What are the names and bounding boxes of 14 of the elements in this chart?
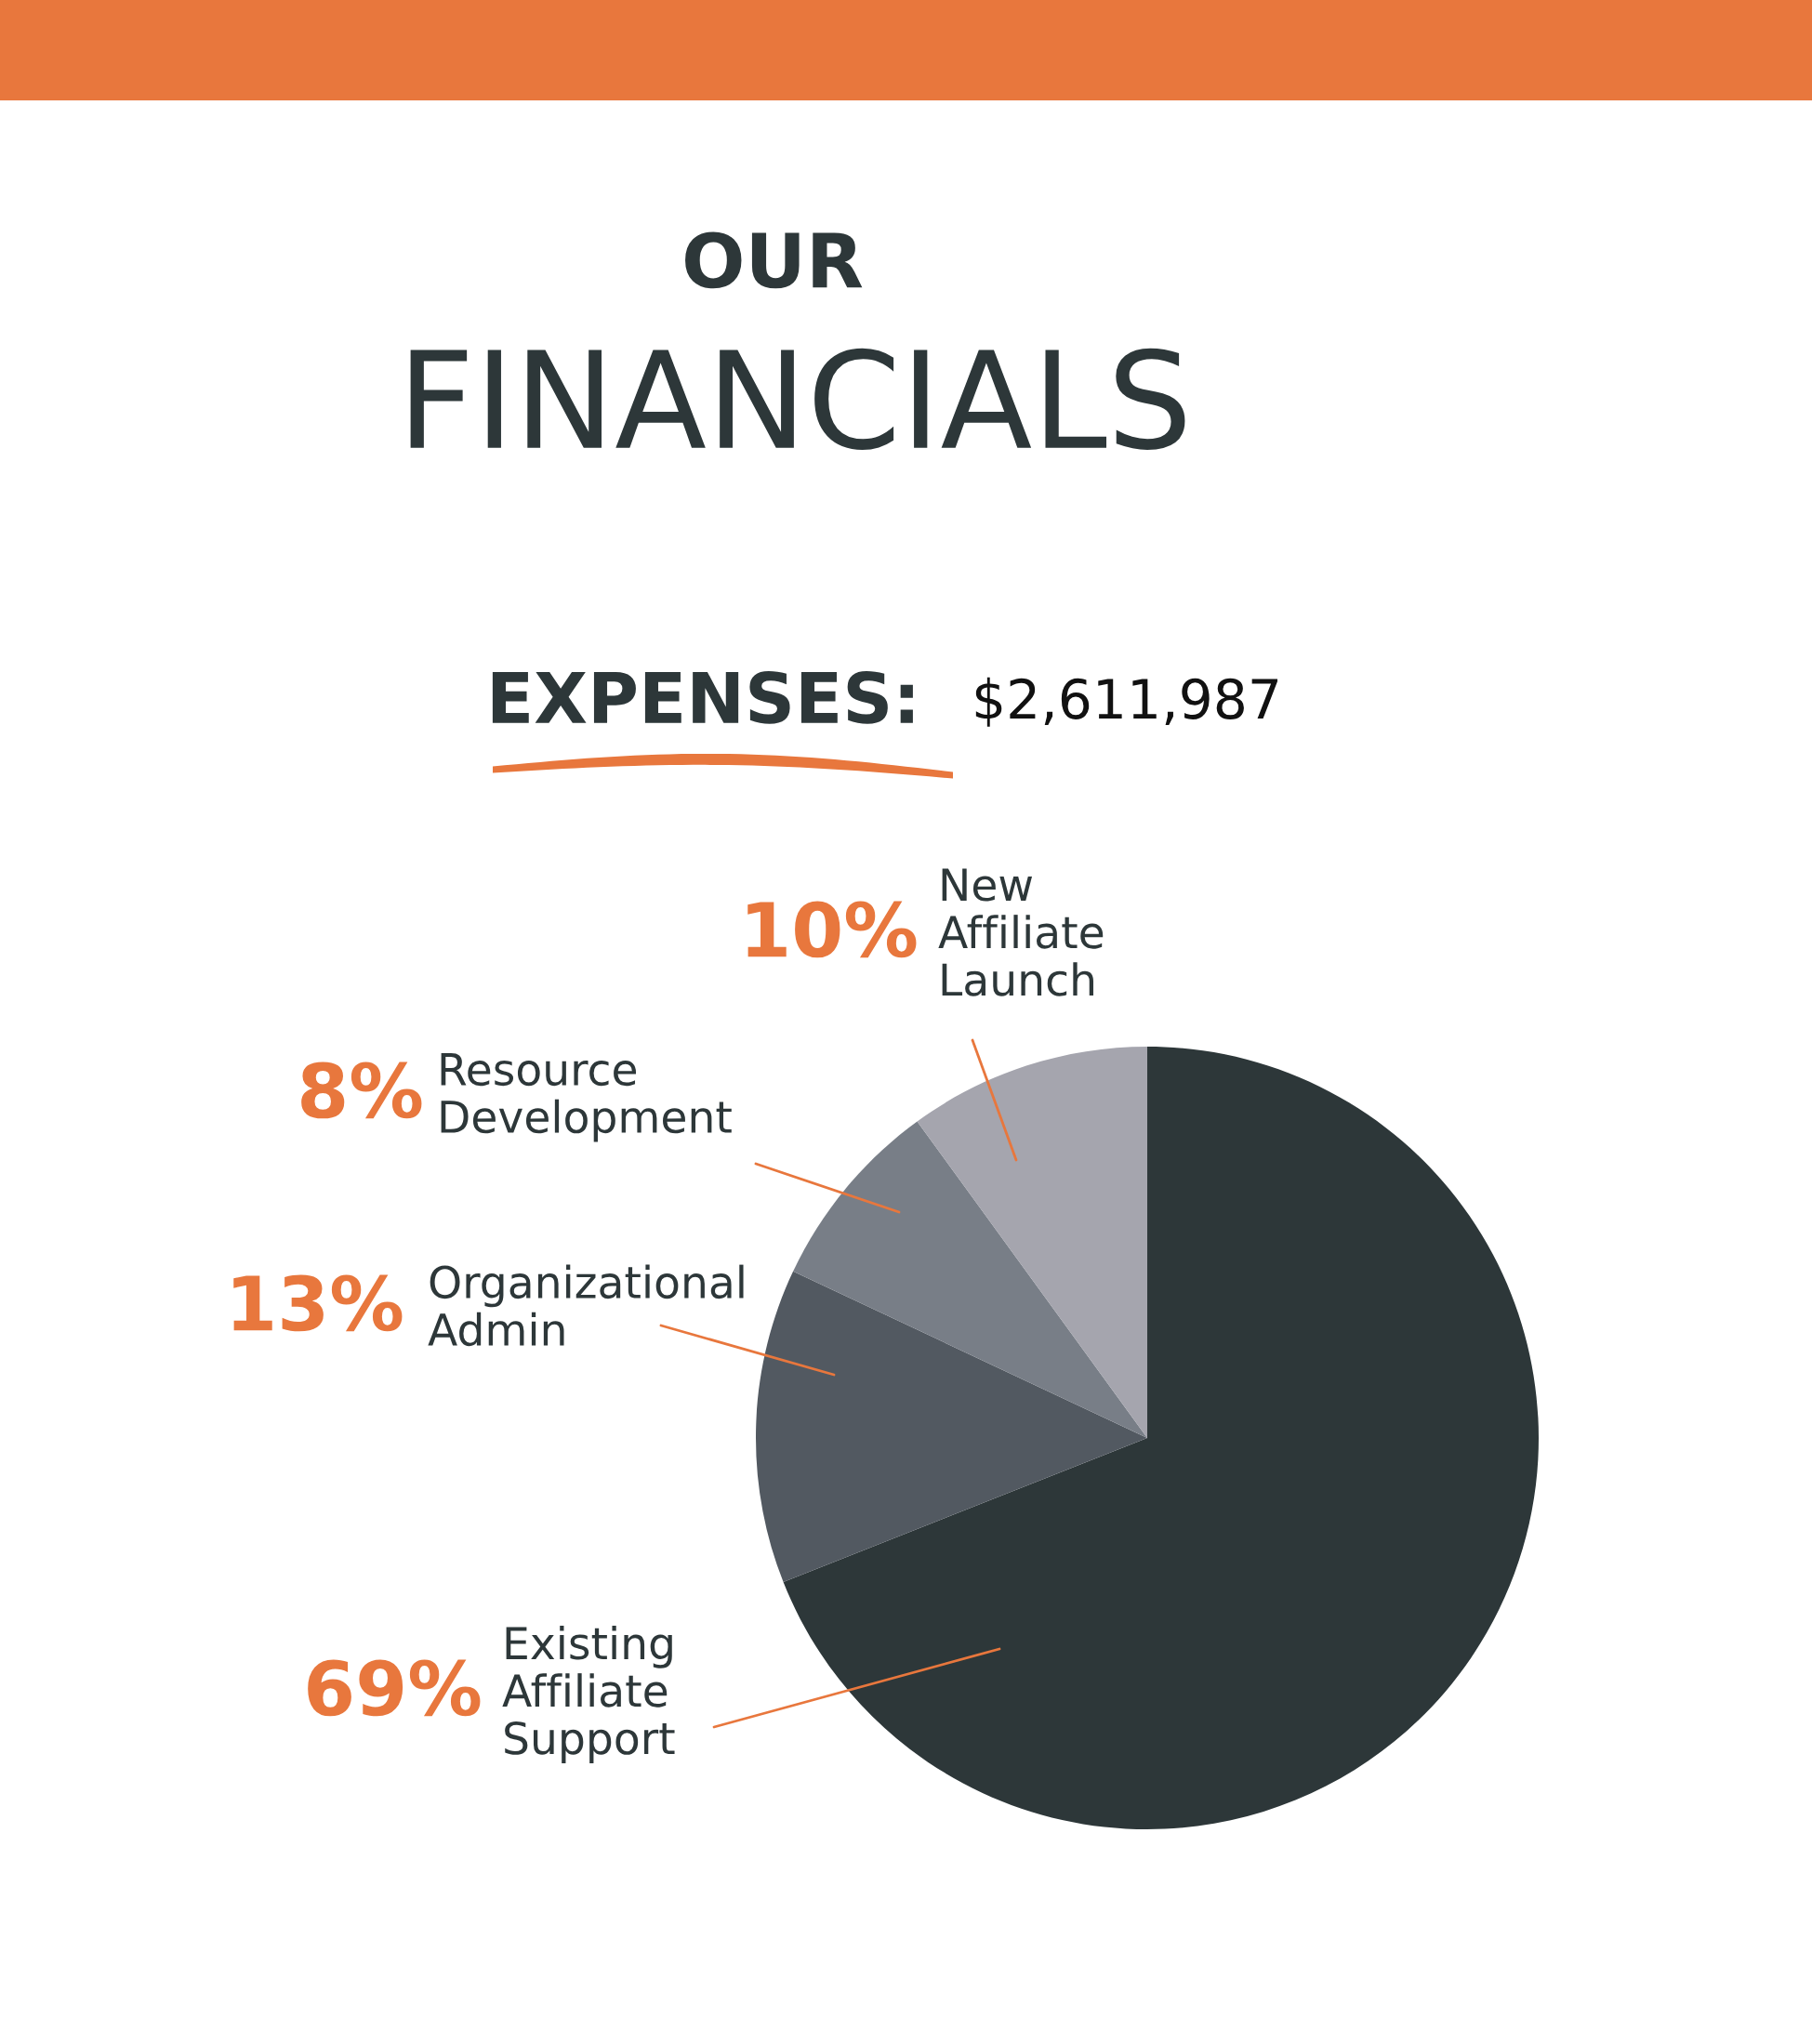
data-label: 8% — [301, 1062, 422, 1119]
slice-label: Organizational Admin — [428, 1264, 744, 1347]
slice-label: Existing Affiliate Support — [502, 1626, 675, 1763]
data-label: 10% — [747, 901, 917, 958]
data-label: 13% — [233, 1274, 403, 1332]
pie-slice — [783, 1047, 1539, 1829]
pie-slice — [756, 1271, 1147, 1582]
chart-title: OUR FINANCIALS — [410, 231, 1185, 450]
slice-label: New Affiliate Launch — [938, 868, 1104, 996]
pie-slice — [793, 1121, 1147, 1438]
data-label: 69% — [308, 1659, 481, 1717]
pie-slice — [917, 1047, 1147, 1438]
chart-subtitle: EXPENSES: $2,611,987 — [492, 671, 1278, 727]
slice-label: Resource Development — [441, 1053, 732, 1142]
